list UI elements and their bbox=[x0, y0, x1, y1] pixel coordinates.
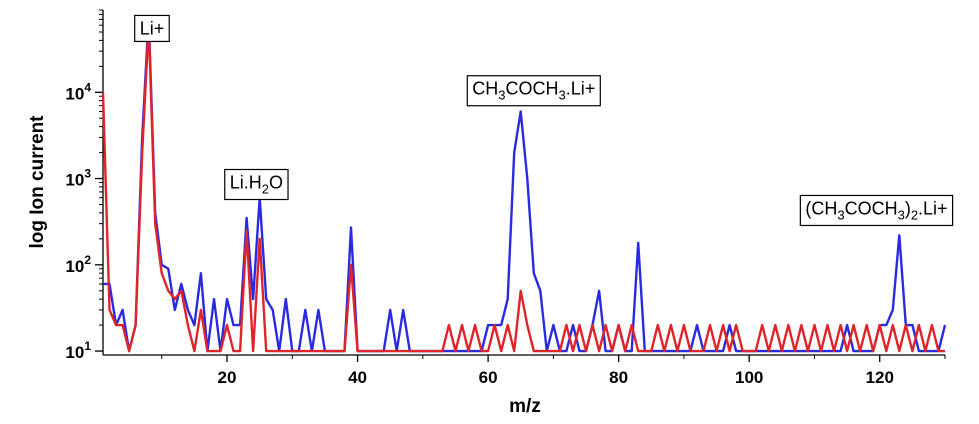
y-tick-label: 103 bbox=[65, 167, 91, 190]
series-layer bbox=[101, 15, 947, 353]
annotation-text: Li+ bbox=[140, 18, 165, 38]
annotation-box bbox=[799, 194, 954, 227]
x-tick-label: 100 bbox=[735, 368, 763, 387]
x-tick-label: 120 bbox=[866, 368, 894, 387]
y-tick-label: 101 bbox=[65, 339, 91, 362]
annotation-box bbox=[134, 14, 170, 43]
annotation-text: CH3COCH3.Li+ bbox=[472, 79, 595, 103]
x-tick-label: 20 bbox=[218, 368, 237, 387]
annotation-label: CH3COCH3.Li+ bbox=[466, 75, 601, 107]
x-tick-label: 60 bbox=[479, 368, 498, 387]
x-tick-label: 40 bbox=[348, 368, 367, 387]
y-tick-label: 104 bbox=[65, 80, 91, 103]
axes: 20 40 60 80 100 120 101 102 103 104 bbox=[65, 9, 946, 387]
series-line-2 bbox=[101, 24, 945, 353]
annotation-text: (CH3COCH3)2.Li+ bbox=[805, 198, 947, 222]
y-axis-title: log Ion current bbox=[27, 115, 48, 249]
x-tick-label: 80 bbox=[609, 368, 628, 387]
annotation-label: (CH3COCH3)2.Li+ bbox=[799, 194, 954, 227]
annotation-label: Li+ bbox=[134, 14, 170, 43]
annotation-label: Li.H2O bbox=[224, 168, 289, 201]
annotation-text: Li.H2O bbox=[230, 173, 283, 197]
annotations-layer: Li+ Li.H2O CH3COCH3.Li+ (CH3COCH3)2.Li+ bbox=[134, 14, 954, 227]
y-tick-label: 102 bbox=[65, 253, 91, 276]
annotation-box bbox=[224, 168, 289, 201]
x-axis-title: m/z bbox=[509, 396, 541, 417]
annotation-box bbox=[466, 75, 601, 107]
